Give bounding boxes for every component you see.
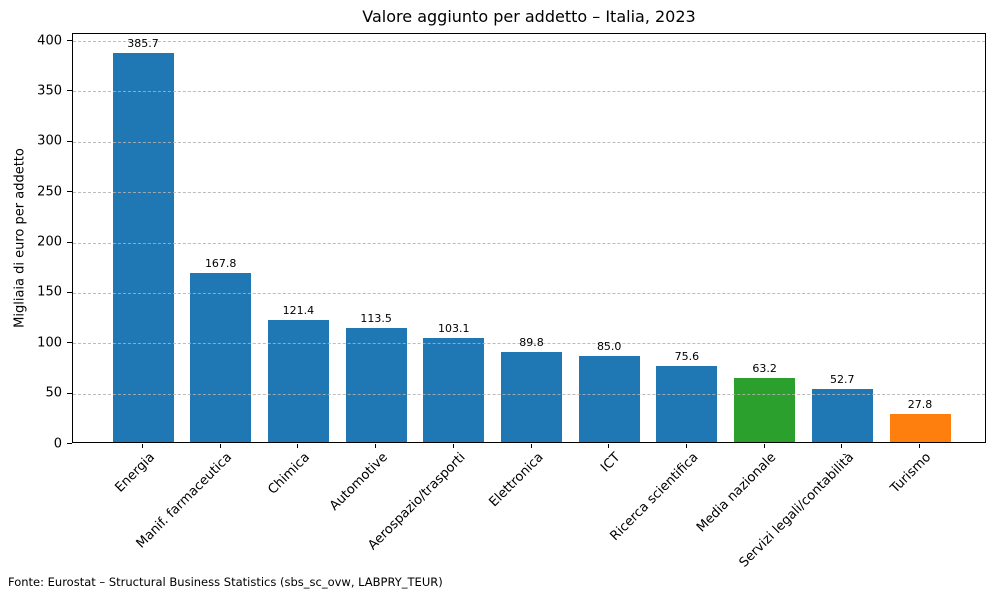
y-tick-400 — [67, 40, 72, 41]
y-tick-150 — [67, 291, 72, 293]
bar-manif-farmaceutica — [190, 273, 252, 442]
bar-value-label-energia: 385.7 — [127, 37, 159, 50]
x-tick-label-energia: Energia — [112, 450, 158, 496]
bar-automotive — [345, 328, 407, 442]
x-tick-label-elettronica: Elettronica — [486, 450, 547, 511]
y-tick-0 — [67, 443, 72, 444]
bar-ict — [578, 356, 640, 442]
gridline-y-300 — [73, 141, 985, 143]
bar-value-label-ricerca-scientifica: 75.6 — [674, 350, 700, 363]
x-tick-label-automotive: Automotive — [326, 450, 391, 514]
x-tick-chimica — [297, 444, 299, 448]
x-tick-ict — [608, 444, 610, 448]
source-note: Fonte: Eurostat – Structural Business St… — [8, 575, 443, 589]
y-tick-label-0: 0 — [53, 436, 62, 451]
y-tick-350 — [67, 90, 72, 92]
x-tick-elettronica — [530, 444, 532, 448]
bar-chimica — [267, 320, 329, 442]
y-tick-100 — [67, 342, 72, 344]
bar-value-label-chimica: 121.4 — [282, 304, 315, 317]
bar-value-label-servizi-legali-contabilit: 52.7 — [830, 373, 855, 386]
bar-value-label-manif-farmaceutica: 167.8 — [204, 257, 237, 270]
bar-aerospazio-trasporti — [423, 338, 485, 442]
bar-elettronica — [501, 352, 562, 442]
x-tick-automotive — [375, 444, 377, 448]
plot-area: 385.7 167.8 121.4 113.5 103.1 89.8 85.0 75.6 63.… — [72, 33, 986, 443]
gridline-y-250 — [73, 192, 985, 194]
bar-servizi-legali-contabilit — [811, 389, 873, 442]
x-tick-energia — [142, 444, 143, 448]
x-tick-turismo — [919, 444, 920, 448]
chart-title: Valore aggiunto per addetto – Italia, 20… — [362, 7, 696, 26]
gridline-y-350 — [73, 91, 985, 93]
bar-value-label-aerospazio-trasporti: 103.1 — [438, 322, 470, 335]
y-tick-label-50: 50 — [45, 385, 62, 401]
y-tick-label-300: 300 — [37, 133, 62, 149]
x-tick-aerospazio-trasporti — [452, 444, 454, 448]
x-tick-servizi-legali-contabilit — [841, 444, 843, 448]
y-tick-50 — [67, 392, 72, 394]
bar-turismo — [889, 414, 951, 442]
y-tick-label-350: 350 — [37, 83, 62, 99]
bar-value-label-turismo: 27.8 — [907, 398, 933, 411]
bar-ricerca-scientifica — [656, 366, 718, 442]
y-tick-label-250: 250 — [37, 184, 62, 200]
bar-energia — [112, 53, 174, 442]
y-tick-label-150: 150 — [37, 284, 62, 300]
bar-value-label-media-nazionale: 63.2 — [752, 362, 777, 375]
gridline-y-200 — [73, 242, 985, 244]
bar-value-label-elettronica: 89.8 — [519, 336, 544, 349]
y-tick-label-200: 200 — [37, 234, 62, 250]
gridline-y-400 — [73, 41, 985, 42]
y-tick-label-400: 400 — [37, 33, 62, 48]
x-tick-label-turismo: Turismo — [888, 450, 935, 497]
y-tick-200 — [67, 241, 72, 243]
gridline-y-50 — [73, 393, 985, 395]
x-tick-label-ict: ICT — [598, 450, 624, 476]
gridline-y-150 — [73, 292, 985, 294]
x-tick-label-ricerca-scientifica: Ricerca scientifica — [607, 450, 702, 544]
y-tick-label-100: 100 — [37, 335, 62, 351]
x-tick-ricerca-scientifica — [685, 444, 687, 448]
y-tick-300 — [67, 140, 72, 142]
bar-value-label-automotive: 113.5 — [360, 312, 392, 325]
x-tick-manif-farmaceutica — [219, 444, 221, 448]
gridline-y-100 — [73, 343, 985, 345]
x-tick-label-media-nazionale: Media nazionale — [693, 450, 780, 536]
bar-media-nazionale — [734, 378, 796, 442]
x-tick-media-nazionale — [763, 444, 765, 448]
x-tick-label-chimica: Chimica — [265, 450, 314, 498]
y-tick-250 — [67, 191, 72, 193]
bar-value-label-ict: 85.0 — [596, 340, 622, 353]
